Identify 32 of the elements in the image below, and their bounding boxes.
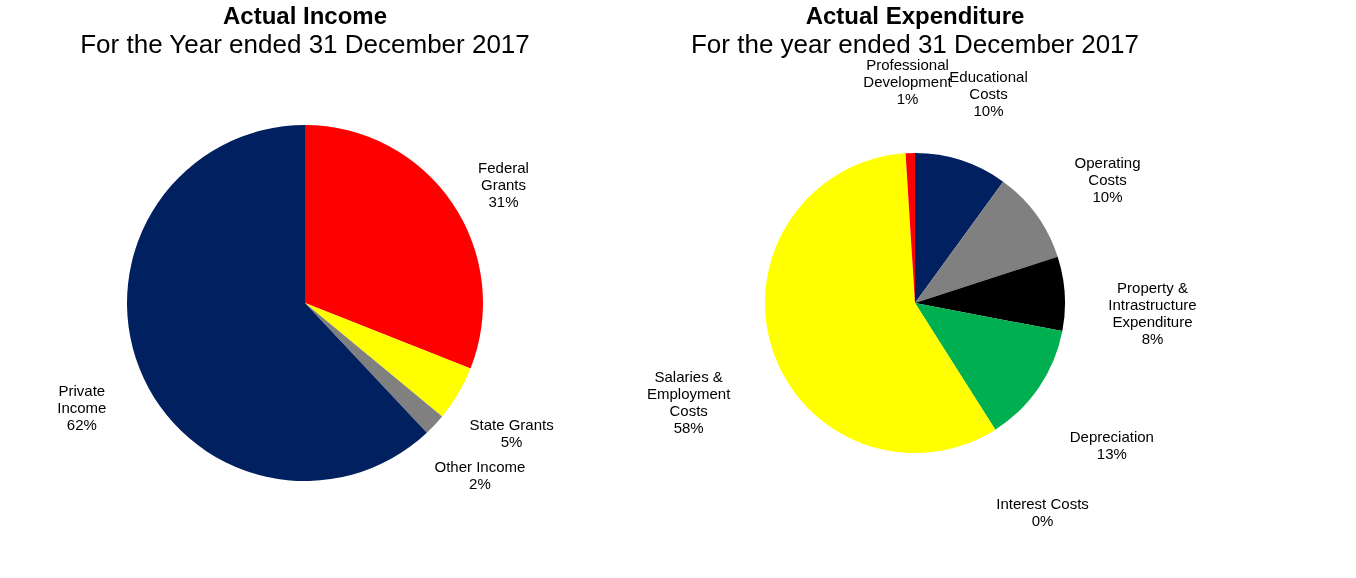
data-label: 8% [1141,330,1164,348]
slice-label: Private Income [57,382,107,417]
data-label: 2% [469,475,491,493]
category-label: Interest Costs [996,494,1089,512]
data-label: 31% [488,193,519,211]
chart-subtitle: For the Year ended 31 December 2017 [80,29,530,59]
pie-slice [305,303,443,433]
pie-slice [915,256,1065,332]
data-label: 62% [66,416,97,434]
slice-label: Operating Costs [1074,154,1141,189]
data-label: 58% [673,418,704,436]
pie-slice [305,303,471,417]
data-label: 10% [973,101,1004,119]
text: 0% [1031,511,1054,529]
slice-label: Depreciation [1069,427,1154,445]
slice-label: Other Income [434,458,526,476]
data-label: 10% [1092,188,1123,206]
slice-label: Property & Intrastructure Expenditure [1108,279,1197,331]
pie-slice [127,125,427,481]
slice-label: State Grants [469,416,554,434]
chart-title: Actual Income [222,2,388,29]
data-label: 13% [1096,444,1127,462]
pie-slice [915,153,1004,303]
slice-label: Salaries & Employment Costs [646,367,732,419]
data-label: 1% [896,90,919,108]
pie-slice [915,181,1058,303]
pie-slice [915,303,1063,430]
data-label: 5% [500,433,523,451]
chart-title: Actual Expenditure [805,2,1025,29]
slice-label: Federal Grants [478,159,529,194]
pie-slice [765,153,996,453]
chart-subtitle: For the year ended 31 December 2017 [690,29,1140,59]
